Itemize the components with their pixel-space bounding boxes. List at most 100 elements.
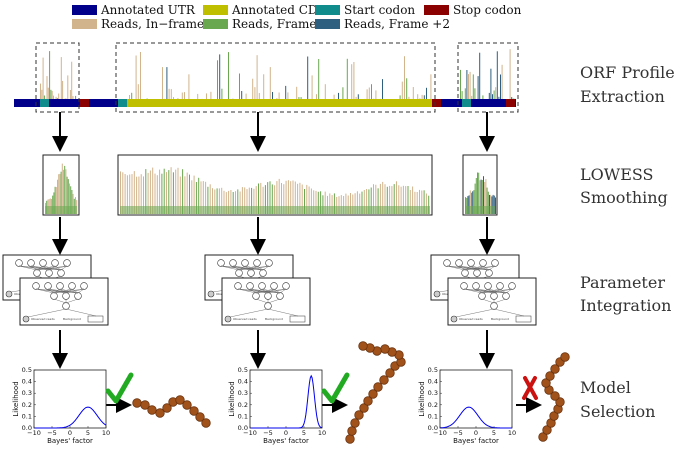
read-bar xyxy=(426,87,427,99)
y-axis-label: Likelihood xyxy=(12,381,20,416)
y-tick-label: 0.5 xyxy=(22,366,32,374)
read-bar xyxy=(482,95,484,99)
read-bar xyxy=(221,88,223,99)
lowess-bar xyxy=(396,181,397,214)
lowess-bar xyxy=(491,196,493,214)
lowess-bar xyxy=(75,197,76,214)
lowess-bar xyxy=(154,173,156,214)
x-axis-label: Bayes' factor xyxy=(47,437,93,445)
lowess-bar xyxy=(55,187,57,214)
lowess-bar xyxy=(166,172,167,214)
lowess-bar xyxy=(310,188,312,214)
bead xyxy=(358,341,368,351)
legend-swatch-stop xyxy=(424,5,449,15)
model-node xyxy=(63,259,71,267)
read-bar xyxy=(47,87,49,99)
x-tick-label: 10 xyxy=(318,429,326,437)
lowess-bar xyxy=(466,197,468,214)
y-tick-label: 0.1 xyxy=(22,412,32,420)
lowess-bar xyxy=(281,183,282,214)
lowess-bar xyxy=(149,170,151,214)
bead-chain-1 xyxy=(345,341,406,444)
model-node xyxy=(62,302,70,310)
model-edge xyxy=(262,265,270,271)
read-bar xyxy=(296,86,298,99)
lowess-bar xyxy=(474,183,476,214)
x-tick-label: 5 xyxy=(302,429,306,437)
y-tick-label: 0.1 xyxy=(428,412,438,420)
legend-label-start: Start codon xyxy=(344,3,415,17)
lowess-bar xyxy=(235,191,236,214)
model-node xyxy=(484,282,492,290)
model-node xyxy=(217,259,225,267)
lowess-bar xyxy=(168,170,170,214)
step-label-lowess-line1: LOWESS xyxy=(580,165,654,184)
read-bar xyxy=(472,74,474,99)
lowess-bar xyxy=(182,169,184,214)
model-edge xyxy=(77,288,85,294)
model-edge xyxy=(255,288,275,294)
lowess-bar xyxy=(400,186,402,214)
model-node xyxy=(62,292,70,300)
read-bar xyxy=(318,59,320,99)
observed-node xyxy=(5,290,13,298)
bead xyxy=(347,426,357,436)
lowess-bar xyxy=(57,179,58,214)
bead-chain-2 xyxy=(538,352,570,442)
likelihood-curve xyxy=(439,406,512,429)
model-node xyxy=(282,282,290,290)
transcript-stop-codon-2 xyxy=(432,99,441,107)
lowess-bar xyxy=(297,183,299,214)
lowess-bar xyxy=(412,186,414,214)
bead xyxy=(182,400,192,410)
read-bar xyxy=(71,61,73,99)
lowess-bar xyxy=(161,173,163,214)
cross-icon-right xyxy=(522,376,538,400)
lowess-bar xyxy=(384,184,386,214)
model-edge xyxy=(65,298,79,304)
model-edge xyxy=(493,308,525,317)
read-bar xyxy=(342,87,344,99)
lowess-bar xyxy=(423,190,425,214)
read-bar xyxy=(333,94,335,99)
model-node xyxy=(258,282,266,290)
read-bar xyxy=(181,92,183,99)
read-bar xyxy=(46,76,48,99)
y-tick-label: 0.5 xyxy=(238,366,248,374)
lowess-bar xyxy=(366,189,368,214)
lowess-bar xyxy=(285,180,287,214)
model-node xyxy=(502,292,510,300)
read-bar xyxy=(324,84,326,99)
bead xyxy=(350,418,360,428)
lowess-bar xyxy=(475,178,477,214)
y-tick-label: 0.4 xyxy=(428,378,438,386)
decision-marks xyxy=(105,372,538,404)
y-axis-label: Likelihood xyxy=(228,381,236,416)
read-bar xyxy=(50,89,52,99)
model-edge xyxy=(481,288,501,294)
read-bar xyxy=(346,58,348,99)
model-edge xyxy=(476,265,496,271)
bead-chain-0 xyxy=(132,395,211,428)
model-caption-left: Observed reads xyxy=(459,317,483,321)
read-bar xyxy=(166,67,168,99)
read-bar xyxy=(474,88,476,99)
lowess-bar xyxy=(345,193,347,214)
model-node xyxy=(443,259,451,267)
read-bar xyxy=(498,96,500,99)
y-tick-label: 0.0 xyxy=(428,424,438,432)
model-edge xyxy=(47,288,55,294)
lowess-bar xyxy=(486,187,488,214)
model-edge xyxy=(464,265,472,271)
model-node xyxy=(473,269,481,277)
read-bar xyxy=(300,97,302,99)
lowess-bar xyxy=(269,181,271,214)
model-node xyxy=(15,259,23,267)
lowess-bar xyxy=(343,196,345,214)
lowess-bar xyxy=(179,176,181,214)
read-bar xyxy=(239,73,240,99)
lowess-bar xyxy=(163,168,165,214)
read-bar xyxy=(254,87,256,99)
read-bar xyxy=(496,51,498,99)
model-panel-front-1: Observed reads Background xyxy=(221,277,311,326)
